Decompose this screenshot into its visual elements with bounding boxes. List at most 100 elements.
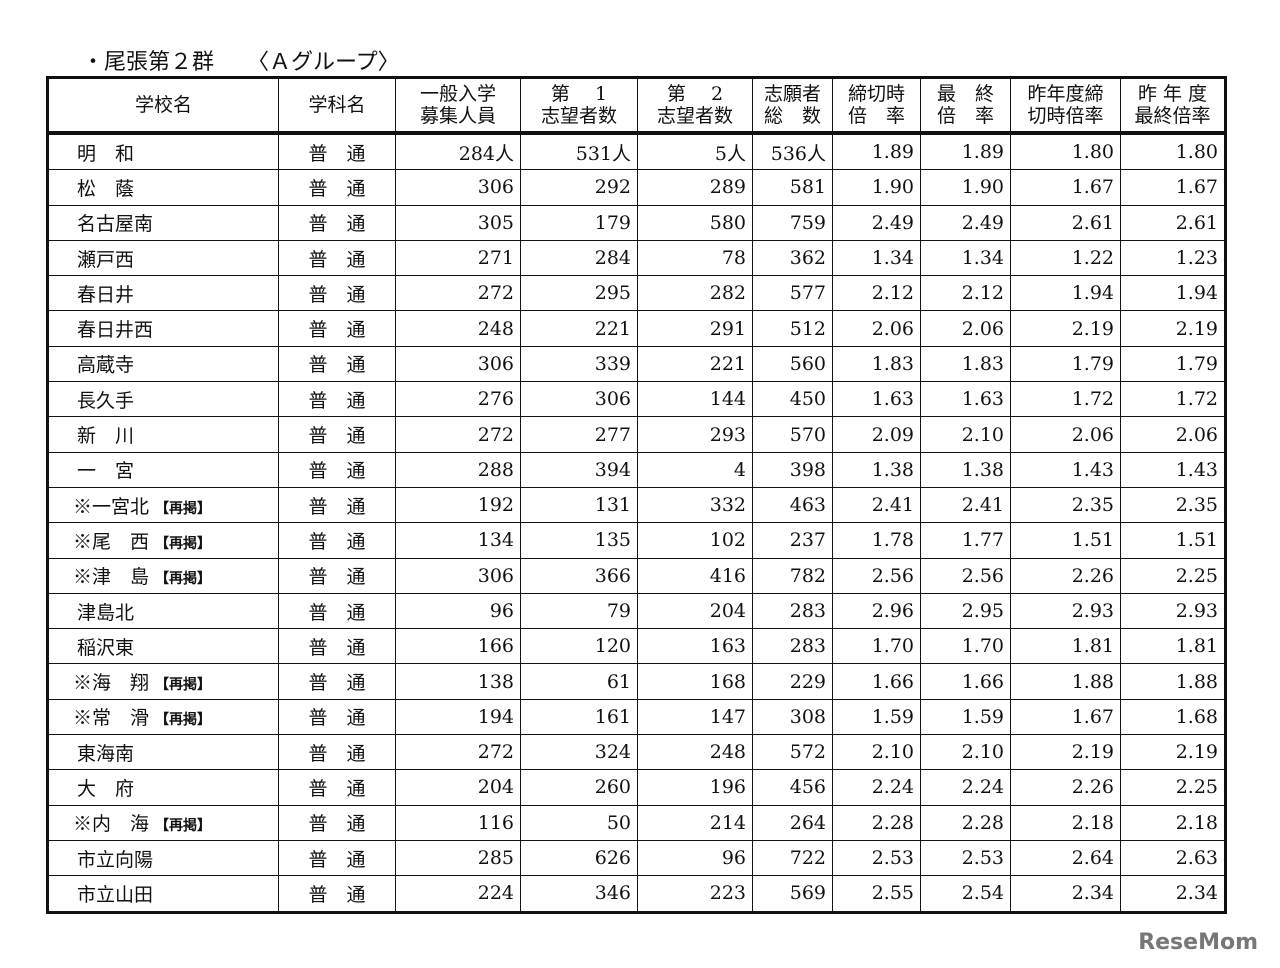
value-cell: 2.12 <box>920 275 1011 312</box>
school-name: 一 宮 <box>77 460 135 483</box>
value-cell: 292 <box>520 169 638 206</box>
value-cell: 131 <box>520 486 638 524</box>
value-cell: 1.66 <box>920 663 1011 700</box>
value-cell: 577 <box>752 275 833 312</box>
department-cell: 普 通 <box>278 486 396 524</box>
value-cell: 116 <box>395 804 521 841</box>
table-row: ※津 島【再掲】普 通 306 366 416 782 2.56 2.56 2.26 2.25 <box>47 557 1226 594</box>
value-cell: 1.43 <box>1120 451 1226 488</box>
value-cell: 2.18 <box>1120 804 1226 841</box>
school-name: 大 府 <box>77 777 135 800</box>
value-cell: 1.94 <box>1120 275 1226 312</box>
value-cell: 2.24 <box>920 769 1011 806</box>
school-name-cell: 春日井西 <box>47 310 279 347</box>
value-cell: 1.80 <box>1010 132 1121 171</box>
department-cell: 普 通 <box>278 734 396 771</box>
value-cell: 398 <box>752 451 833 488</box>
value-cell: 283 <box>752 592 833 630</box>
section-title: ・尾張第２群 〈Ａグループ〉 <box>82 50 400 75</box>
school-name-cell: ※一宮北 【再掲】 <box>47 486 279 524</box>
value-cell: 1.23 <box>1120 239 1226 277</box>
value-cell: 2.55 <box>832 875 921 913</box>
value-cell: 1.79 <box>1010 345 1121 383</box>
department-cell: 普 通 <box>278 239 396 277</box>
school-name-cell: ※常 滑【再掲】 <box>47 698 279 736</box>
value-cell: 2.56 <box>920 557 1011 594</box>
value-cell: 138 <box>395 663 521 700</box>
value-cell: 168 <box>637 663 753 700</box>
school-name: 津島北 <box>77 601 135 624</box>
school-name-cell: 新 川 <box>47 416 279 453</box>
school-name-cell: ※海 翔【再掲】 <box>47 663 279 700</box>
table-row: 市立向陽普 通 285 626 96 722 2.53 2.53 2.64 2.63 <box>47 839 1226 877</box>
value-cell: 2.61 <box>1120 204 1226 241</box>
value-cell: 221 <box>637 345 753 383</box>
value-cell: 1.67 <box>1010 698 1121 736</box>
department-cell: 普 通 <box>278 204 396 241</box>
value-cell: 2.53 <box>832 839 921 877</box>
department-cell: 普 通 <box>278 381 396 418</box>
value-cell: 1.38 <box>832 451 921 488</box>
value-cell: 1.68 <box>1120 698 1226 736</box>
value-cell: 306 <box>520 381 638 418</box>
value-cell: 224 <box>395 875 521 913</box>
value-cell: 2.24 <box>832 769 921 806</box>
value-cell: 179 <box>520 204 638 241</box>
value-cell: 722 <box>752 839 833 877</box>
value-cell: 223 <box>637 875 753 913</box>
value-cell: 463 <box>752 486 833 524</box>
value-cell: 134 <box>395 522 521 559</box>
value-cell: 1.66 <box>832 663 921 700</box>
school-name: 春日井 <box>77 283 135 306</box>
department-cell: 普 通 <box>278 592 396 630</box>
value-cell: 260 <box>520 769 638 806</box>
value-cell: 283 <box>752 628 833 665</box>
value-cell: 346 <box>520 875 638 913</box>
value-cell: 194 <box>395 698 521 736</box>
value-cell: 120 <box>520 628 638 665</box>
republished-tag: 【再掲】 <box>155 818 212 835</box>
school-name-cell: 長久手 <box>47 381 279 418</box>
value-cell: 96 <box>637 839 753 877</box>
value-cell: 306 <box>395 557 521 594</box>
department-cell: 普 通 <box>278 875 396 913</box>
value-cell: 362 <box>752 239 833 277</box>
value-cell: 2.28 <box>832 804 921 841</box>
department-cell: 普 通 <box>278 804 396 841</box>
value-cell: 512 <box>752 310 833 347</box>
value-cell: 284人 <box>395 132 521 171</box>
department-cell: 普 通 <box>278 839 396 877</box>
value-cell: 1.59 <box>832 698 921 736</box>
value-cell: 450 <box>752 381 833 418</box>
value-cell: 204 <box>637 592 753 630</box>
value-cell: 2.25 <box>1120 557 1226 594</box>
value-cell: 248 <box>395 310 521 347</box>
department-cell: 普 通 <box>278 169 396 206</box>
column-header: 第 1 志望者数 <box>520 77 638 135</box>
school-name: ※海 翔 <box>73 672 150 695</box>
value-cell: 2.06 <box>832 310 921 347</box>
value-cell: 2.06 <box>1010 416 1121 453</box>
table-row: 大 府普 通 204 260 196 456 2.24 2.24 2.26 2.25 <box>47 769 1226 806</box>
school-name: 新 川 <box>77 425 135 448</box>
value-cell: 569 <box>752 875 833 913</box>
value-cell: 1.34 <box>920 239 1011 277</box>
value-cell: 5人 <box>637 132 753 171</box>
value-cell: 79 <box>520 592 638 630</box>
value-cell: 271 <box>395 239 521 277</box>
value-cell: 456 <box>752 769 833 806</box>
value-cell: 284 <box>520 239 638 277</box>
value-cell: 1.94 <box>1010 275 1121 312</box>
department-cell: 普 通 <box>278 275 396 312</box>
school-name-cell: ※尾 西【再掲】 <box>47 522 279 559</box>
value-cell: 135 <box>520 522 638 559</box>
school-name-cell: 松 蔭 <box>47 169 279 206</box>
value-cell: 1.43 <box>1010 451 1121 488</box>
school-name: ※津 島 <box>73 566 150 589</box>
value-cell: 2.18 <box>1010 804 1121 841</box>
value-cell: 366 <box>520 557 638 594</box>
value-cell: 1.80 <box>1120 132 1226 171</box>
value-cell: 196 <box>637 769 753 806</box>
value-cell: 2.28 <box>920 804 1011 841</box>
value-cell: 626 <box>520 839 638 877</box>
